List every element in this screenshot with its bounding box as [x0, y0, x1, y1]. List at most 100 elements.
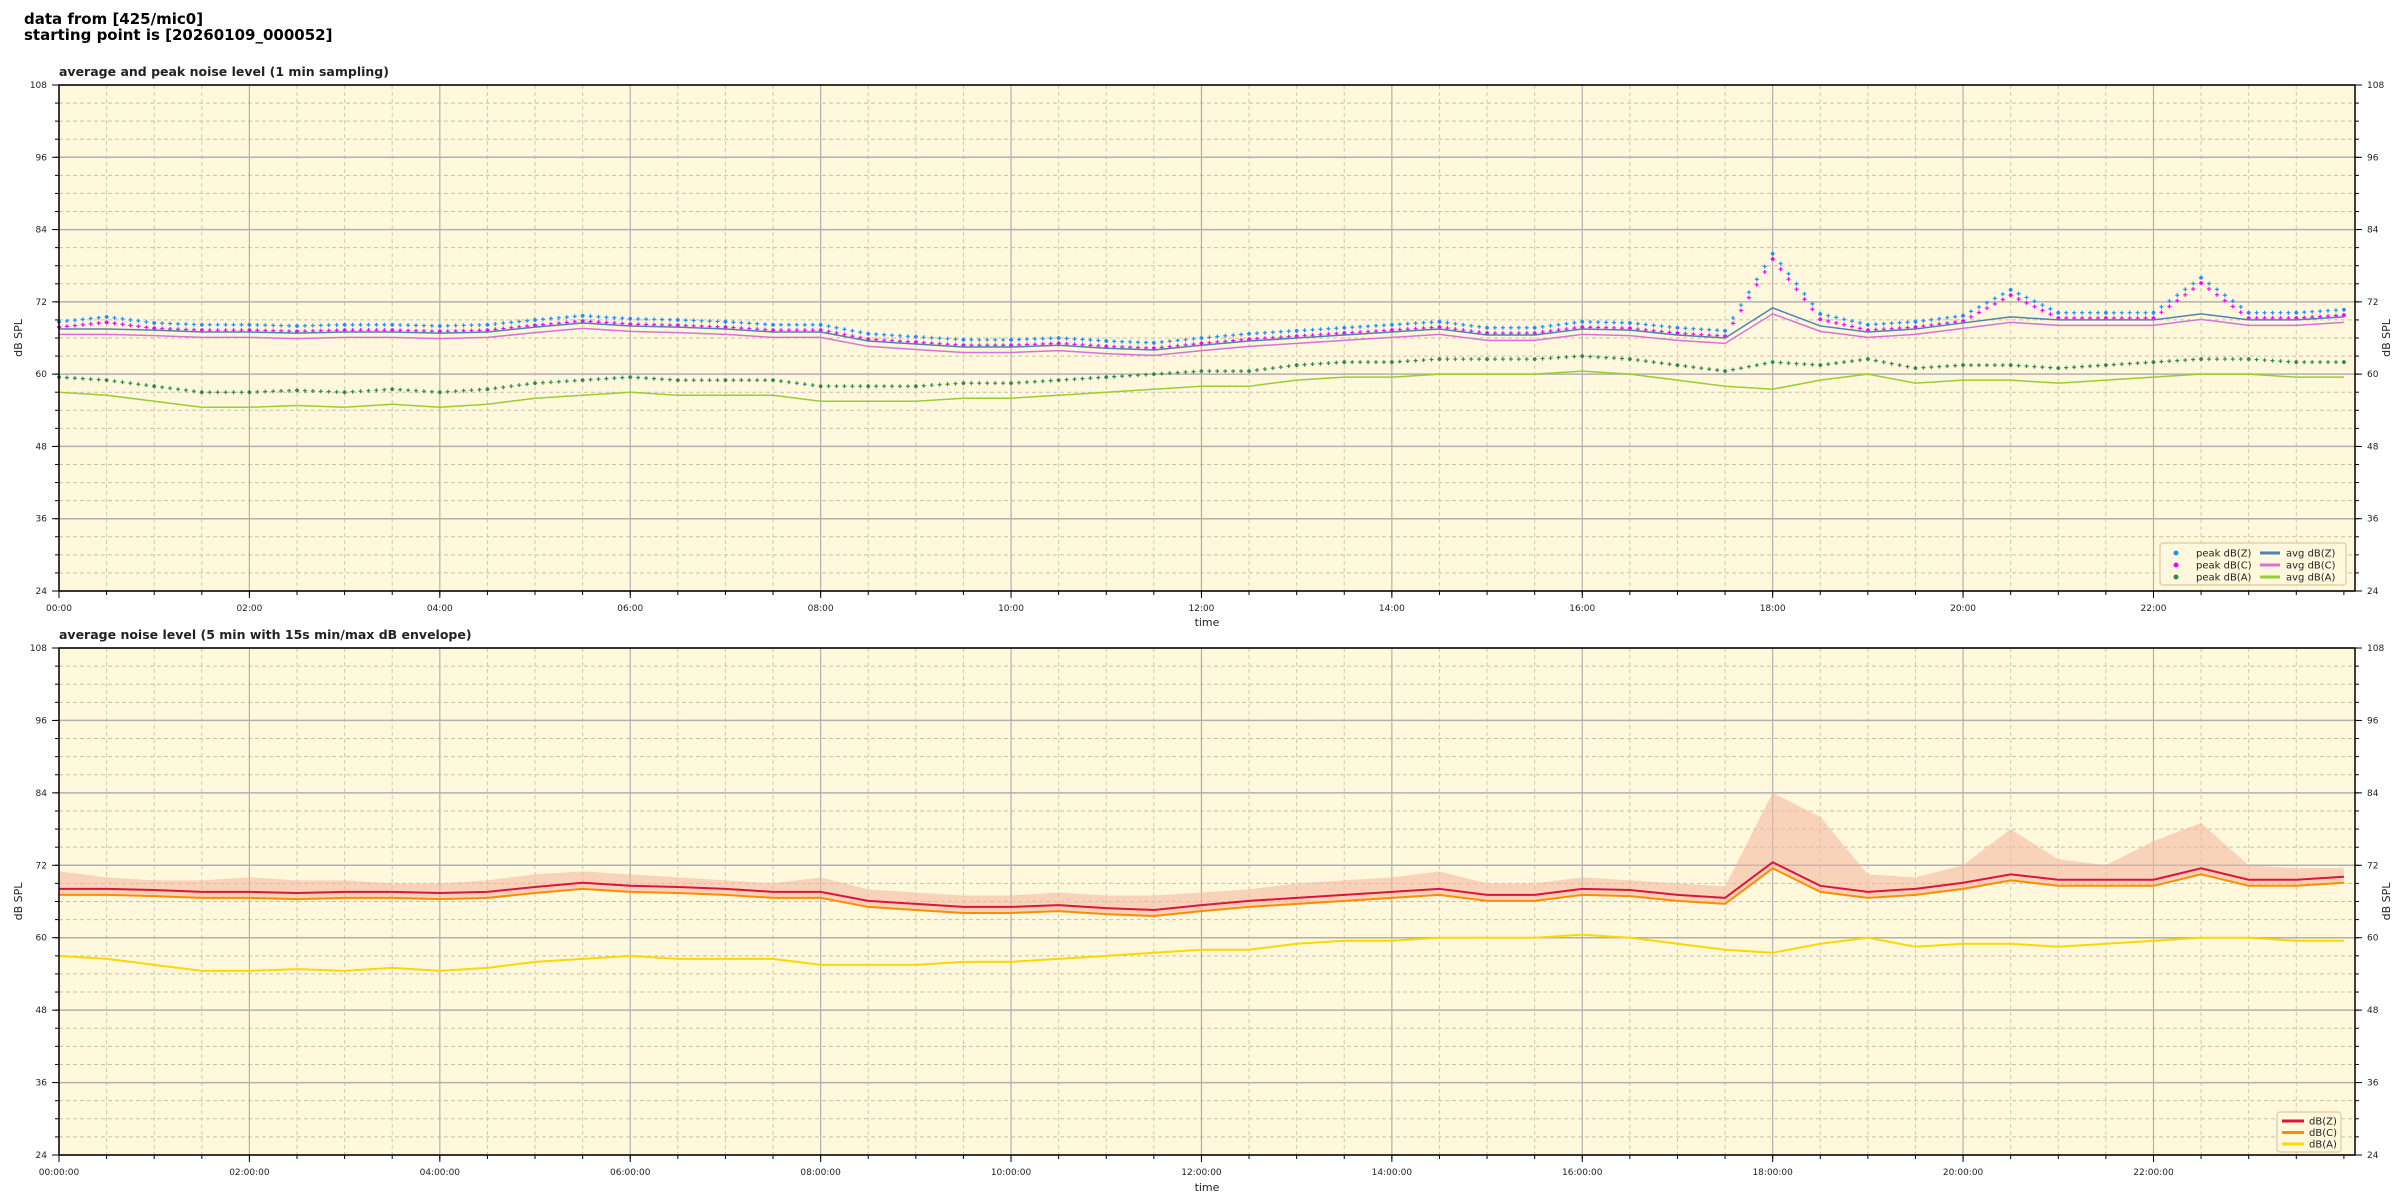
point-peak-db-z — [993, 337, 998, 342]
point-peak-db-z — [683, 318, 688, 323]
point-peak-db-a — [1976, 363, 1981, 368]
point-peak-db-c — [295, 329, 299, 334]
point-peak-db-a — [1024, 380, 1029, 385]
point-peak-db-a — [969, 381, 974, 386]
point-peak-db-a — [628, 375, 633, 379]
point-peak-db-c — [2294, 316, 2299, 320]
point-peak-db-z — [445, 323, 450, 328]
point-peak-db-a — [2127, 361, 2132, 366]
point-peak-db-z — [295, 324, 299, 328]
point-peak-db-z — [1421, 320, 1426, 325]
point-peak-db-z — [2286, 310, 2291, 315]
point-peak-db-a — [2119, 362, 2124, 367]
point-peak-db-z — [1969, 309, 1974, 314]
point-peak-db-a — [755, 378, 760, 383]
point-peak-db-a — [826, 384, 831, 389]
point-peak-db-a — [818, 384, 823, 388]
point-peak-db-z — [318, 323, 323, 328]
point-peak-db-a — [469, 388, 474, 393]
point-peak-db-z — [1135, 340, 1140, 345]
point-peak-db-a — [1485, 357, 1489, 361]
point-peak-db-z — [2095, 310, 2100, 315]
point-peak-db-a — [2333, 360, 2338, 365]
point-peak-db-z — [2342, 307, 2346, 312]
point-peak-db-a — [802, 382, 807, 387]
point-peak-db-z — [1040, 336, 1045, 341]
point-peak-db-a — [612, 376, 617, 381]
y-tick-label: 24 — [36, 587, 48, 597]
point-peak-db-a — [358, 389, 363, 394]
point-peak-db-a — [2183, 358, 2188, 363]
point-peak-db-z — [2104, 310, 2108, 315]
point-peak-db-a — [2214, 357, 2219, 362]
y-tick-label: 48 — [36, 442, 48, 452]
point-peak-db-a — [414, 388, 419, 393]
point-peak-db-c — [2159, 310, 2164, 315]
point-peak-db-z — [707, 319, 712, 324]
point-peak-db-a — [1691, 365, 1696, 370]
point-peak-db-a — [1183, 370, 1188, 375]
point-peak-db-a — [977, 381, 982, 386]
point-peak-db-a — [1318, 361, 1323, 366]
y-tick-label: 60 — [36, 370, 48, 380]
point-peak-db-z — [834, 325, 839, 330]
point-peak-db-z — [2230, 299, 2235, 304]
point-peak-db-z — [1175, 338, 1180, 343]
point-peak-db-z — [438, 324, 442, 328]
point-peak-db-a — [493, 386, 498, 391]
point-peak-db-a — [279, 389, 284, 394]
point-peak-db-a — [1310, 362, 1315, 367]
point-peak-db-z — [2032, 299, 2037, 304]
point-peak-db-a — [160, 385, 165, 390]
point-peak-db-z — [588, 314, 593, 319]
point-peak-db-c — [2214, 292, 2219, 297]
point-peak-db-a — [1532, 357, 1537, 361]
y-tick-label-right: 84 — [2367, 226, 2379, 236]
point-peak-db-c — [1390, 328, 1394, 332]
point-peak-db-z — [842, 327, 847, 332]
y-tick-label: 108 — [30, 81, 47, 91]
point-peak-db-a — [1342, 360, 1347, 364]
point-peak-db-a — [1215, 369, 1220, 374]
point-peak-db-c — [1746, 295, 1751, 300]
y-tick-label-right: 24 — [2367, 1151, 2379, 1161]
point-peak-db-z — [1992, 296, 1997, 301]
point-peak-db-z — [1350, 325, 1355, 330]
point-peak-db-z — [1889, 321, 1894, 326]
point-peak-db-a — [366, 388, 371, 393]
point-peak-db-z — [1207, 335, 1212, 340]
point-peak-db-a — [2095, 363, 2100, 368]
point-peak-db-a — [1032, 379, 1037, 384]
y-tick-label-right: 96 — [2367, 153, 2379, 163]
point-peak-db-z — [96, 315, 101, 320]
point-peak-db-a — [1199, 369, 1204, 373]
point-peak-db-a — [1397, 359, 1402, 364]
point-peak-db-c — [96, 321, 101, 326]
point-peak-db-a — [2207, 357, 2212, 362]
x-tick-label: 10:00:00 — [991, 1168, 1032, 1178]
point-peak-db-z — [2262, 310, 2267, 315]
x-tick-label: 00:00:00 — [39, 1168, 80, 1178]
line-db-z — [59, 861, 2344, 911]
x-axis-label: time — [1195, 616, 1220, 629]
point-peak-db-z — [1913, 319, 1918, 324]
legend-label: avg dB(A) — [2286, 573, 2336, 584]
point-peak-db-z — [1945, 315, 1950, 320]
point-peak-db-z — [80, 317, 85, 322]
point-peak-db-z — [215, 322, 220, 327]
point-peak-db-z — [1842, 317, 1847, 322]
point-peak-db-z — [1619, 320, 1624, 325]
x-tick-label: 02:00:00 — [229, 1168, 270, 1178]
point-peak-db-a — [263, 389, 268, 394]
point-peak-db-z — [2000, 292, 2005, 297]
point-peak-db-a — [659, 377, 664, 382]
point-peak-db-a — [1254, 368, 1259, 373]
point-peak-db-a — [723, 378, 728, 382]
point-peak-db-z — [659, 317, 664, 322]
point-peak-db-a — [652, 376, 657, 381]
point-peak-db-c — [88, 321, 93, 326]
point-peak-db-z — [1492, 325, 1497, 330]
point-peak-db-z — [1334, 326, 1339, 331]
point-peak-db-a — [850, 384, 855, 389]
point-peak-db-a — [1866, 357, 1870, 361]
